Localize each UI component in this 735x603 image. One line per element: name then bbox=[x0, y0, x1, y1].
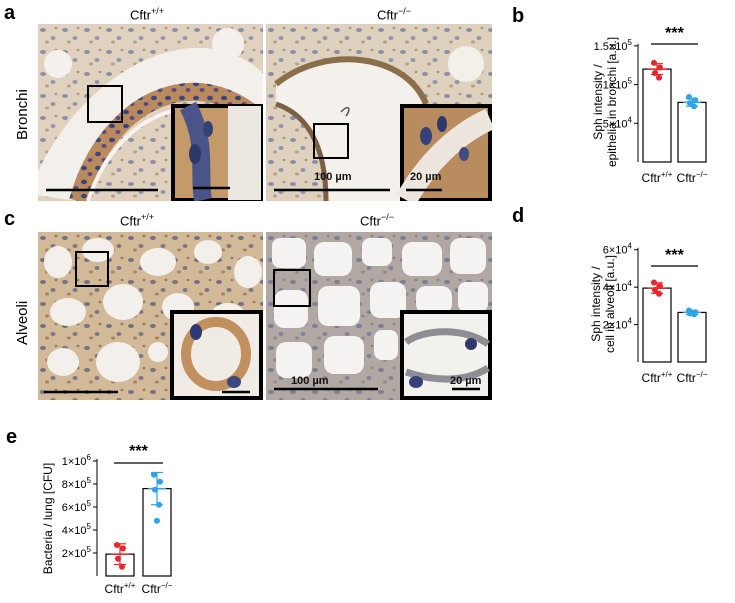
y-tick-label: 4×105 bbox=[62, 522, 92, 537]
panel-c-row-label: Alveoli bbox=[14, 300, 31, 345]
bar bbox=[677, 311, 707, 363]
data-point bbox=[156, 501, 162, 508]
genotype-base: Cftr bbox=[377, 7, 398, 23]
category-label: Cftr−/− bbox=[677, 370, 708, 385]
data-point bbox=[151, 471, 157, 478]
data-point bbox=[686, 93, 692, 100]
micrograph-bronchi-wt bbox=[38, 24, 263, 201]
roi-box bbox=[313, 123, 349, 159]
y-axis-title-line2: epithelia in bronchi [a.u.] bbox=[605, 37, 619, 167]
significance-stars: *** bbox=[665, 247, 684, 264]
data-point bbox=[114, 541, 120, 548]
panel-letter-e: e bbox=[6, 426, 17, 448]
data-point bbox=[157, 478, 163, 485]
data-point bbox=[656, 290, 662, 297]
micrograph-bronchi-ko bbox=[266, 24, 492, 201]
roi-box bbox=[87, 85, 123, 123]
significance-stars: *** bbox=[129, 443, 148, 460]
panel-a-left-header: Cftr+/+ bbox=[130, 6, 164, 22]
y-tick-label: 2×105 bbox=[62, 545, 92, 560]
data-point bbox=[115, 555, 121, 562]
genotype-base: Cftr bbox=[120, 213, 141, 229]
data-point bbox=[120, 545, 126, 552]
y-tick-label: 6×104 bbox=[603, 242, 633, 257]
scale-label-small: 20 µm bbox=[450, 375, 482, 387]
category-label: Cftr+/+ bbox=[642, 170, 673, 185]
y-tick-label: 6×105 bbox=[62, 499, 92, 514]
bar bbox=[642, 68, 672, 163]
genotype-sup: −/− bbox=[380, 212, 394, 222]
genotype-base: Cftr bbox=[360, 213, 381, 229]
category-label: Cftr+/+ bbox=[642, 370, 673, 385]
data-point bbox=[692, 97, 698, 104]
data-point bbox=[651, 59, 657, 66]
y-axis-title: Bacteria / lung [CFU] bbox=[41, 463, 55, 574]
data-point bbox=[657, 283, 663, 290]
y-axis-title-line2: cell in alveoli [a.u.] bbox=[603, 255, 617, 353]
micrograph-alveoli-wt bbox=[38, 232, 263, 400]
category-label: Cftr+/+ bbox=[105, 581, 136, 596]
panel-c-letter: c bbox=[4, 208, 16, 230]
panel-letter-d: d bbox=[512, 205, 524, 227]
panel-a-letter: a bbox=[4, 2, 16, 24]
bar bbox=[642, 287, 672, 363]
panel-letter-b: b bbox=[512, 5, 524, 27]
micrograph-alveoli-ko bbox=[266, 232, 492, 400]
data-point bbox=[652, 286, 658, 293]
y-tick-label: 8×105 bbox=[62, 476, 92, 491]
chart-d: d Sph intensity / cell in alveoli [a.u.]2×… bbox=[512, 205, 708, 385]
panel-a-right-header: Cftr−/− bbox=[377, 6, 411, 22]
panel-c-left-header: Cftr+/+ bbox=[120, 212, 154, 228]
data-point bbox=[652, 69, 658, 76]
genotype-sup: −/− bbox=[397, 6, 411, 16]
scale-label-large: 100 µm bbox=[314, 171, 352, 183]
y-tick-label: 4×104 bbox=[603, 279, 633, 294]
data-point bbox=[691, 311, 697, 318]
scale-label-large: 100 µm bbox=[291, 375, 329, 387]
y-axis-title: Sph intensity / bbox=[589, 266, 603, 342]
data-point bbox=[154, 517, 160, 524]
chart-b: b Sph intensity / epithelia in bronchi [a.… bbox=[512, 5, 708, 185]
genotype-sup: +/+ bbox=[140, 212, 154, 222]
roi-box bbox=[75, 251, 109, 287]
y-tick-label: 1×105 bbox=[603, 77, 633, 92]
roi-box bbox=[273, 269, 311, 307]
bar bbox=[677, 101, 707, 163]
data-point bbox=[119, 563, 125, 570]
genotype-base: Cftr bbox=[130, 7, 151, 23]
y-axis-title: Sph intensity / bbox=[591, 64, 605, 140]
scale-label-small: 20 µm bbox=[410, 171, 442, 183]
data-point bbox=[656, 74, 662, 81]
y-tick-label: 5×104 bbox=[603, 115, 633, 130]
data-point bbox=[152, 486, 158, 493]
panel-a-row-label: Bronchi bbox=[14, 89, 31, 140]
panel-c-right-header: Cftr−/− bbox=[360, 212, 394, 228]
y-tick-label: 1.5×105 bbox=[594, 38, 633, 53]
genotype-sup: +/+ bbox=[150, 6, 164, 16]
category-label: Cftr−/− bbox=[677, 170, 708, 185]
y-tick-label: 1×106 bbox=[62, 453, 92, 468]
data-point bbox=[691, 103, 697, 110]
data-point bbox=[657, 64, 663, 71]
significance-stars: *** bbox=[665, 25, 684, 42]
y-tick-label: 2×104 bbox=[603, 317, 633, 332]
data-point bbox=[651, 279, 657, 286]
chart-e: e Bacteria / lung [CFU] 2×105 4×105 6×105 8×1… bbox=[6, 426, 173, 596]
category-label: Cftr−/− bbox=[142, 581, 173, 596]
